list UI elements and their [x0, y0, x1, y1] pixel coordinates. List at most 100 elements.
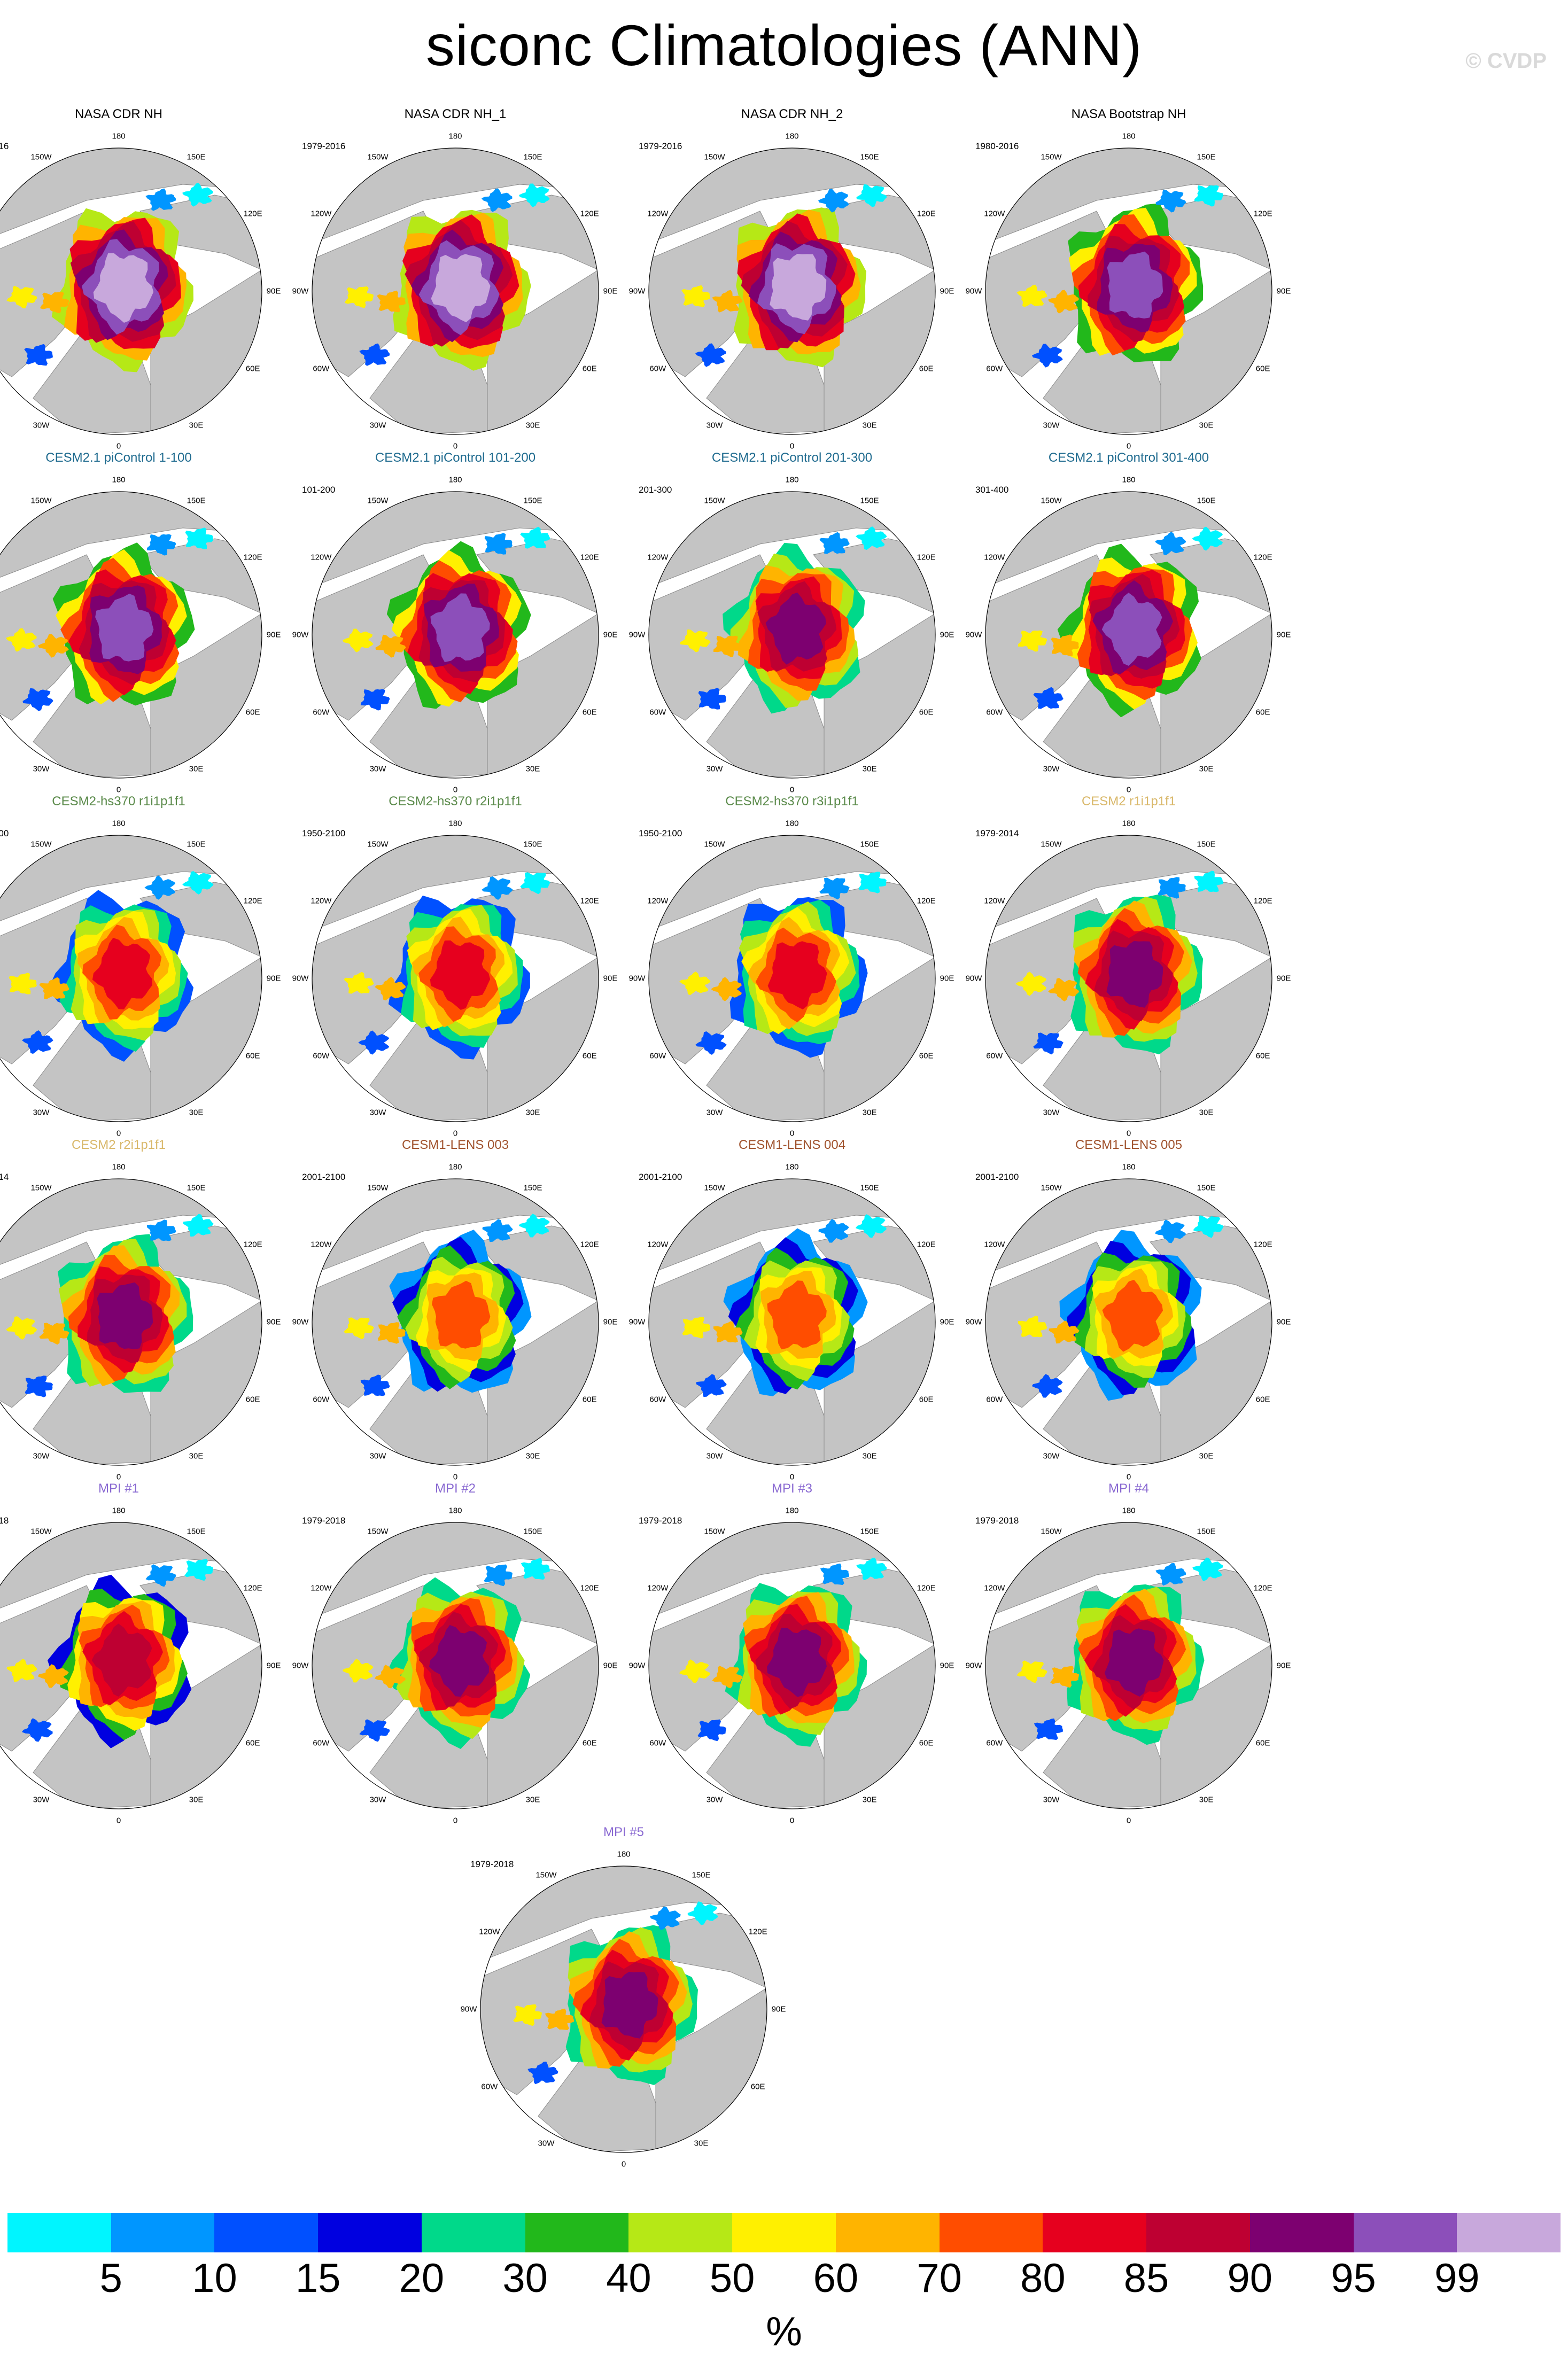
land-mass: [985, 835, 1272, 931]
longitude-label: 30W: [538, 2139, 555, 2148]
sea-ice-patch: [1016, 1660, 1047, 1683]
panel-title: CESM2-hs370 r1i1p1f1: [52, 794, 185, 809]
longitude-label: 60W: [649, 1051, 666, 1061]
longitude-label: 90W: [292, 286, 309, 296]
sea-ice-contour: [91, 1623, 152, 1697]
panel-period: 1979-2018: [639, 1515, 682, 1526]
longitude-label: 120E: [1253, 1583, 1272, 1593]
sea-ice-patch: [360, 689, 390, 711]
longitude-label: 90W: [628, 1317, 646, 1327]
colorbar-swatch: [939, 2213, 1043, 2252]
panel-title: CESM2-hs370 r2i1p1f1: [389, 794, 522, 809]
panel-title: CESM2-hs370 r3i1p1f1: [725, 794, 859, 809]
longitude-label: 120E: [580, 896, 599, 906]
longitude-label: 150E: [523, 1527, 542, 1536]
longitude-label: 0: [116, 1816, 121, 1825]
longitude-label: 120E: [243, 1583, 262, 1593]
longitude-label: 150E: [860, 840, 879, 849]
colorbar-units: %: [766, 2309, 802, 2354]
sea-ice-patch: [360, 1374, 390, 1396]
map-panel: CESM2-hs370 r1i1p1f1 1950-2100 180 150E 120E…: [0, 794, 287, 1138]
sea-ice-contour: [1106, 941, 1163, 1008]
map-boundary: [0, 491, 262, 779]
longitude-label: 120W: [311, 1240, 332, 1249]
longitude-label: 90E: [1276, 1661, 1291, 1670]
sea-ice-patch: [344, 286, 374, 308]
longitude-label: 30W: [33, 1451, 50, 1461]
map-panel: CESM2-hs370 r3i1p1f1 1950-2100 180 150E 120E…: [624, 794, 960, 1138]
colorbar-swatch: [111, 2213, 215, 2252]
longitude-label: 60E: [1255, 1395, 1270, 1404]
longitude-label: 60W: [986, 364, 1003, 374]
land-mass: [312, 492, 599, 587]
longitude-label: 150W: [367, 1183, 389, 1193]
map-panel: MPI #2 1979-2018 180 150E 120E 90E 60E 30E 0 30W 6…: [287, 1481, 624, 1825]
sea-ice-contour: [97, 1282, 153, 1349]
longitude-label: 30W: [369, 421, 386, 430]
map-panel: CESM1-LENS 005 2001-2100 180 150E 120E 90E 60E…: [960, 1138, 1297, 1482]
longitude-label: 150E: [1197, 152, 1216, 162]
longitude-label: 150W: [30, 496, 52, 506]
longitude-label: 150W: [30, 152, 52, 162]
longitude-label: 30E: [525, 1108, 540, 1117]
longitude-label: 150E: [187, 152, 206, 162]
longitude-label: 30W: [1043, 764, 1060, 774]
polar-map: [0, 491, 262, 779]
longitude-label: 0: [116, 441, 121, 451]
longitude-label: 120W: [311, 896, 332, 906]
sea-ice-patch: [1155, 189, 1186, 213]
land-mass: [649, 1179, 935, 1274]
colorbar-tick-label: 80: [1020, 2256, 1066, 2301]
sea-ice-patch: [520, 526, 550, 549]
sea-ice-contour: [767, 941, 827, 1009]
land-mass: [312, 1522, 599, 1618]
longitude-label: 60W: [986, 708, 1003, 717]
sea-ice-patch: [342, 1659, 374, 1683]
panel-title: CESM2 r1i1p1f1: [1081, 794, 1176, 809]
sea-ice-patch: [6, 1316, 37, 1340]
panel-title: CESM2 r2i1p1f1: [71, 1138, 166, 1152]
sea-ice-patch: [712, 290, 743, 313]
sea-ice-patch: [679, 971, 711, 996]
polar-map: [985, 147, 1272, 435]
sea-ice-patch: [680, 629, 711, 652]
sea-ice-patch: [484, 1564, 513, 1587]
sea-ice-patch: [358, 1030, 390, 1055]
longitude-label: 90E: [266, 1661, 281, 1670]
sea-ice-patch: [22, 1030, 53, 1054]
longitude-label: 120W: [311, 209, 332, 219]
colorbar-tick-label: 30: [502, 2256, 548, 2301]
longitude-label: 90W: [965, 1661, 982, 1670]
longitude-label: 60W: [986, 1051, 1003, 1061]
sea-ice-patch: [1031, 1374, 1063, 1398]
panel-period: 1979-2018: [470, 1859, 514, 1869]
sea-ice-contour: [1104, 1628, 1164, 1697]
longitude-label: 30E: [1199, 764, 1214, 774]
map-boundary: [985, 1522, 1272, 1809]
sea-ice-patch: [545, 2008, 574, 2031]
longitude-label: 60E: [245, 1395, 260, 1404]
longitude-label: 60E: [1255, 708, 1270, 717]
longitude-label: 120E: [917, 896, 936, 906]
longitude-label: 150E: [1197, 840, 1216, 849]
longitude-label: 90W: [628, 286, 646, 296]
panel-title: MPI #4: [1108, 1481, 1150, 1496]
map-boundary: [648, 1522, 936, 1809]
polar-map: [0, 1522, 262, 1809]
longitude-label: 120E: [243, 1240, 262, 1249]
longitude-label: 120W: [647, 896, 669, 906]
longitude-label: 90E: [1276, 286, 1291, 296]
sea-ice-patch: [818, 1219, 849, 1243]
longitude-label: 90E: [266, 974, 281, 983]
map-boundary: [648, 491, 936, 779]
longitude-label: 30W: [369, 1108, 386, 1117]
longitude-label: 120W: [647, 209, 669, 219]
map-panel: MPI #4 1979-2018 180 150E 120E 90E 60E 30E 0 30W 6…: [960, 1481, 1297, 1825]
polar-map: [985, 1178, 1272, 1466]
longitude-label: 90W: [292, 974, 309, 983]
land-mass: [985, 1179, 1272, 1274]
sea-ice-contour: [1101, 593, 1162, 666]
panel-title: NASA CDR NH_2: [741, 107, 843, 121]
sea-ice-patch: [482, 876, 513, 900]
longitude-label: 30E: [189, 764, 204, 774]
